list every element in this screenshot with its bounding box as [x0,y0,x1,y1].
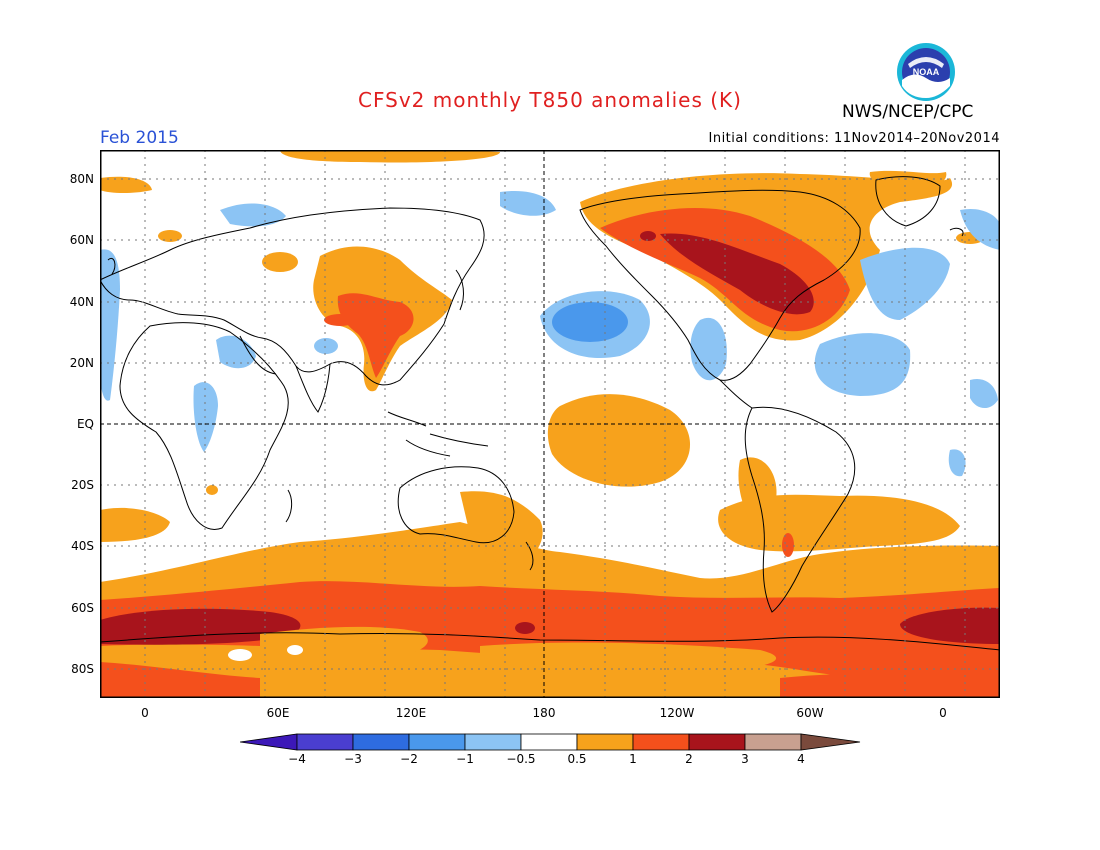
lon-label-120e: 120E [395,706,427,720]
svg-text:NOAA: NOAA [913,67,940,77]
colorbar-arrow-high [800,733,861,751]
lon-label-0-west: 0 [141,706,149,720]
colorbar-label: −3 [344,752,362,766]
southern-core-west [100,608,301,645]
lon-label-60w: 60W [796,706,824,720]
southern-core-east [900,607,1000,644]
anomaly-map [100,150,1000,698]
lat-label-60s: 60S [71,601,94,615]
noaa-logo: NOAA [896,42,956,102]
lat-label-60n: 60N [69,233,94,247]
map-title: CFSv2 monthly T850 anomalies (K) [358,88,742,112]
lon-label-60e: 60E [266,706,290,720]
lat-label-40n: 40N [69,295,94,309]
lon-label-180: 180 [532,706,556,720]
forecast-period: Feb 2015 [100,128,179,148]
lon-label-0-east: 0 [939,706,947,720]
colorbar-label: 2 [685,752,693,766]
colorbar-label: 1 [629,752,637,766]
lat-label-80n: 80N [69,172,94,186]
agency-label: NWS/NCEP/CPC [842,102,974,122]
lat-label-20s: 20S [71,478,94,492]
colorbar-label: −2 [400,752,418,766]
initial-conditions: Initial conditions: 11Nov2014–20Nov2014 [708,131,1000,146]
central-pacific-warm [547,394,691,487]
north-atlantic-cold [814,333,911,396]
lat-label-40s: 40S [71,539,94,553]
lat-label-20n: 20N [69,356,94,370]
colorbar-label: 0.5 [567,752,587,766]
colorbar-label: 3 [741,752,749,766]
colorbar-label: −1 [456,752,474,766]
colorbar-arrow-low [239,733,298,751]
lat-label-80s: 80S [71,662,94,676]
lat-label-eq: EQ [76,417,94,431]
colorbar-label: −0.5 [506,752,536,766]
colorbar-label: 4 [797,752,805,766]
color-bar [239,732,862,772]
lon-label-120w: 120W [659,706,695,720]
colorbar-label: −4 [288,752,306,766]
